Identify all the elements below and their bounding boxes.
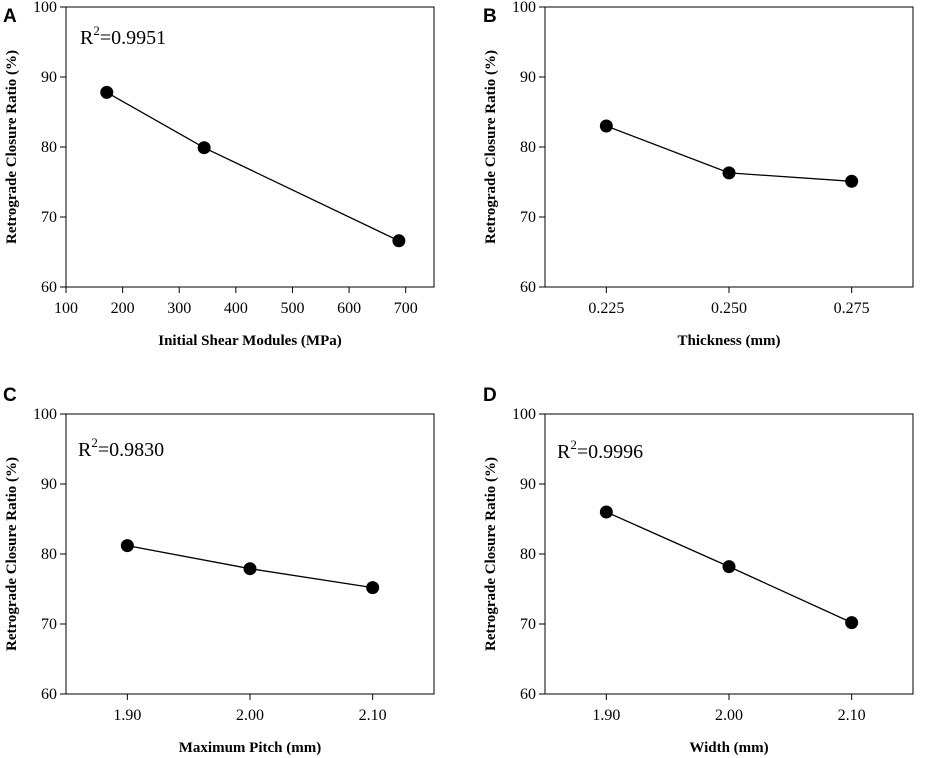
y-tick-label: 70 bbox=[41, 209, 57, 226]
x-axis-title: Thickness (mm) bbox=[678, 333, 781, 349]
panel-c: C 60 70 80 90 100 1.90 2.00 2.10 Maximum Pitch (m… bbox=[3, 385, 435, 756]
panel-d: D 60 70 80 90 100 1.90 2.00 2.10 Width (mm) Retrog… bbox=[483, 385, 914, 756]
panel-b: B 60 70 80 90 100 0.225 0.250 0.275 Thickness (mm… bbox=[483, 0, 914, 349]
y-tick-label: 80 bbox=[520, 546, 536, 563]
panel-a: A 60 70 80 90 100 100 200 300 400 500 600 700 Initial… bbox=[3, 0, 435, 349]
x-tick-label: 2.10 bbox=[359, 707, 387, 724]
y-axis-title: Retrograde Closure Ratio (%) bbox=[4, 50, 20, 244]
data-point bbox=[599, 119, 613, 133]
x-tick-label: 300 bbox=[167, 300, 191, 317]
y-tick-label: 100 bbox=[33, 406, 57, 423]
y-tick-label: 80 bbox=[41, 546, 57, 563]
x-tick-label: 1.90 bbox=[592, 707, 620, 724]
x-tick-label: 200 bbox=[111, 300, 135, 317]
x-axis-title: Initial Shear Modules (MPa) bbox=[158, 333, 341, 349]
y-tick-label: 100 bbox=[33, 0, 57, 16]
panel-letter: C bbox=[3, 385, 17, 406]
x-tick-label: 0.250 bbox=[711, 300, 747, 317]
x-tick-label: 2.10 bbox=[838, 707, 866, 724]
y-tick-label: 80 bbox=[520, 139, 536, 156]
x-axis-title: Maximum Pitch (mm) bbox=[179, 740, 321, 756]
x-tick-label: 1.90 bbox=[113, 707, 141, 724]
data-point bbox=[845, 174, 859, 188]
y-tick-label: 70 bbox=[520, 209, 536, 226]
y-tick-label: 60 bbox=[41, 279, 57, 296]
plot-frame bbox=[544, 6, 914, 288]
series-line bbox=[106, 91, 400, 242]
x-tick-label: 2.00 bbox=[236, 707, 264, 724]
y-tick-label: 100 bbox=[512, 406, 536, 423]
data-point bbox=[100, 85, 114, 99]
y-tick-label: 60 bbox=[520, 279, 536, 296]
panel-letter: B bbox=[483, 6, 497, 27]
y-tick-label: 90 bbox=[41, 476, 57, 493]
y-tick-label: 60 bbox=[520, 686, 536, 703]
data-point bbox=[722, 560, 736, 574]
y-tick-label: 70 bbox=[41, 616, 57, 633]
data-point bbox=[243, 562, 257, 576]
x-tick-label: 0.275 bbox=[834, 300, 870, 317]
y-axis-title: Retrograde Closure Ratio (%) bbox=[483, 457, 499, 651]
x-tick-label: 100 bbox=[54, 300, 78, 317]
panel-letter: A bbox=[3, 6, 17, 27]
r-squared-annotation: R2=0.9951 bbox=[80, 23, 166, 49]
y-tick-label: 70 bbox=[520, 616, 536, 633]
data-point bbox=[845, 616, 859, 630]
y-axis-title: Retrograde Closure Ratio (%) bbox=[483, 50, 499, 244]
y-tick-label: 90 bbox=[41, 69, 57, 86]
x-tick-label: 600 bbox=[337, 300, 361, 317]
x-tick-label: 400 bbox=[224, 300, 248, 317]
y-tick-label: 90 bbox=[520, 69, 536, 86]
data-point bbox=[197, 141, 211, 155]
x-tick-label: 0.225 bbox=[588, 300, 624, 317]
y-tick-label: 60 bbox=[41, 686, 57, 703]
y-tick-label: 80 bbox=[41, 139, 57, 156]
y-axis-title: Retrograde Closure Ratio (%) bbox=[4, 457, 20, 651]
plot-frame bbox=[65, 6, 435, 288]
x-tick-label: 2.00 bbox=[715, 707, 743, 724]
y-tick-label: 90 bbox=[520, 476, 536, 493]
data-point bbox=[392, 234, 406, 248]
data-point bbox=[599, 505, 613, 519]
r-squared-annotation: R2=0.9996 bbox=[557, 437, 643, 463]
x-tick-label: 500 bbox=[280, 300, 304, 317]
y-tick-label: 100 bbox=[512, 0, 536, 16]
data-point bbox=[366, 581, 380, 595]
panel-letter: D bbox=[483, 385, 497, 406]
r-squared-annotation: R2=0.9830 bbox=[78, 435, 164, 461]
data-point bbox=[120, 539, 134, 553]
x-axis-title: Width (mm) bbox=[689, 740, 768, 756]
x-tick-label: 700 bbox=[394, 300, 418, 317]
data-point bbox=[722, 166, 736, 180]
